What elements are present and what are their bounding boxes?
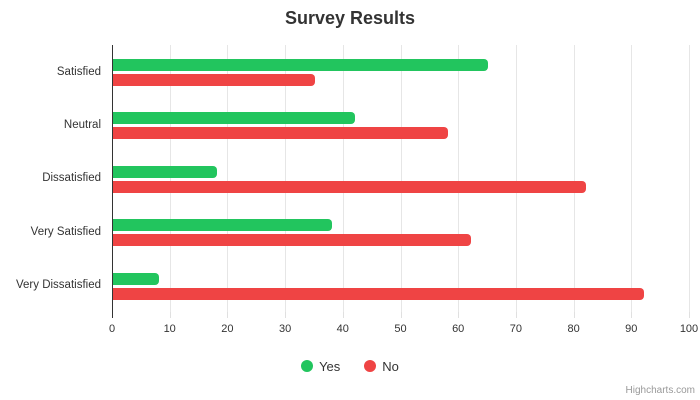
x-axis-tick [573, 312, 575, 318]
bar-no[interactable] [113, 287, 644, 300]
x-axis-label: 40 [336, 323, 349, 335]
category-label: Very Dissatisfied [15, 279, 101, 292]
bar-yes[interactable] [113, 219, 333, 232]
bar-yes[interactable] [113, 165, 217, 178]
x-axis-tick [169, 312, 171, 318]
gridline [169, 45, 171, 312]
bar-no[interactable] [113, 74, 315, 86]
legend-item-no[interactable]: No [364, 359, 399, 374]
x-axis-tick [227, 312, 229, 318]
category-label: Satisfied [56, 65, 101, 78]
legend-marker-no [364, 360, 377, 372]
bar-no[interactable] [113, 127, 448, 140]
x-axis-tick [458, 312, 460, 318]
gridline [689, 45, 690, 312]
gridline [515, 45, 517, 312]
x-axis-tick [285, 312, 287, 318]
x-axis-tick [342, 312, 344, 318]
x-axis-label: 90 [625, 323, 638, 335]
gridline [400, 45, 402, 312]
x-axis-label: 20 [221, 323, 234, 335]
gridline [285, 45, 287, 312]
gridline [342, 45, 344, 312]
x-axis-label: 0 [108, 323, 116, 335]
x-axis-tick [400, 312, 402, 318]
legend-item-yes[interactable]: Yes [301, 359, 340, 374]
x-axis-label: 60 [452, 323, 465, 335]
category-label: Very Satisfied [30, 225, 101, 238]
gridline [573, 45, 575, 312]
gridline [227, 45, 229, 312]
x-axis-label: 80 [567, 323, 580, 335]
legend-marker-yes [301, 360, 314, 372]
highcharts-credit-link[interactable]: Highcharts.com [625, 385, 695, 396]
gridline [631, 45, 633, 312]
x-axis-tick [515, 312, 517, 318]
x-axis-tick [689, 312, 690, 318]
legend-label: Yes [319, 358, 341, 374]
bar-yes[interactable] [113, 272, 160, 285]
category-label: Dissatisfied [42, 172, 101, 185]
gridline [458, 45, 460, 312]
x-axis-tick [631, 312, 633, 318]
category-axis-line [112, 45, 113, 318]
x-axis-label: 50 [394, 323, 407, 335]
x-axis-label: 100 [679, 323, 699, 335]
bar-yes[interactable] [113, 112, 356, 125]
chart-title: Survey Results [284, 8, 416, 28]
bar-no[interactable] [113, 234, 471, 247]
x-axis-label: 70 [509, 323, 523, 335]
x-axis-label: 10 [163, 323, 176, 335]
category-label: Neutral [63, 119, 101, 132]
x-axis-label: 30 [278, 323, 292, 335]
legend: Yes No [0, 356, 700, 376]
legend-label: No [382, 358, 399, 374]
bar-no[interactable] [113, 180, 587, 193]
bar-yes[interactable] [113, 59, 489, 71]
